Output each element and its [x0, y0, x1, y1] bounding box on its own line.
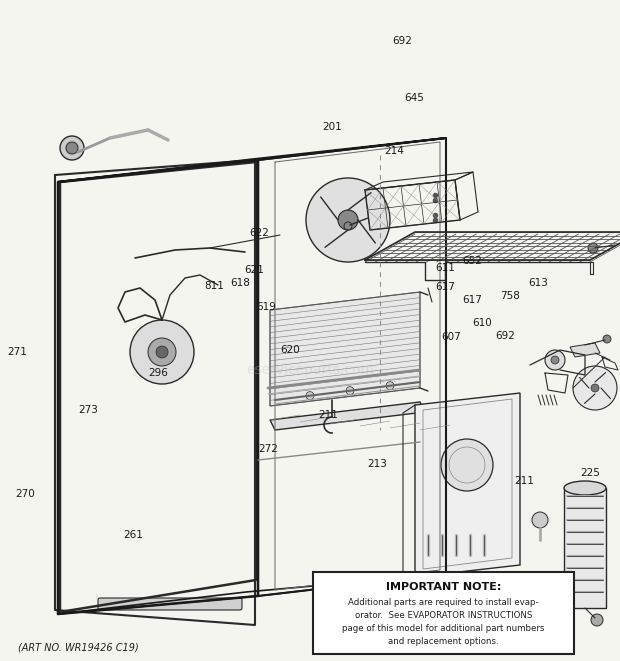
Text: 811: 811 — [204, 280, 224, 291]
Text: 201: 201 — [322, 122, 342, 132]
Text: (ART NO. WR19426 C19): (ART NO. WR19426 C19) — [18, 643, 139, 653]
Text: 272: 272 — [258, 444, 278, 455]
Circle shape — [344, 222, 352, 230]
Circle shape — [60, 136, 84, 160]
Bar — [313, 572, 574, 654]
Text: 621: 621 — [244, 264, 264, 275]
Text: 622: 622 — [249, 227, 269, 238]
Circle shape — [591, 384, 599, 392]
Text: 652: 652 — [463, 256, 482, 266]
Polygon shape — [270, 402, 425, 430]
Circle shape — [551, 356, 559, 364]
Text: 617: 617 — [435, 282, 455, 292]
Text: 619: 619 — [257, 301, 277, 312]
Text: 261: 261 — [123, 530, 143, 541]
Text: orator.  See EVAPORATOR INSTRUCTIONS: orator. See EVAPORATOR INSTRUCTIONS — [355, 611, 532, 620]
Text: IMPORTANT NOTE:: IMPORTANT NOTE: — [386, 582, 501, 592]
Text: 611: 611 — [435, 262, 455, 273]
Text: 296: 296 — [148, 368, 168, 378]
Text: 213: 213 — [367, 459, 387, 469]
Text: 610: 610 — [472, 317, 492, 328]
Circle shape — [532, 512, 548, 528]
Circle shape — [603, 335, 611, 343]
Text: Additional parts are required to install evap-: Additional parts are required to install… — [348, 598, 539, 607]
Polygon shape — [270, 292, 420, 406]
Circle shape — [545, 350, 565, 370]
Text: and replacement options.: and replacement options. — [388, 637, 498, 646]
Text: 211: 211 — [514, 476, 534, 486]
Text: 271: 271 — [7, 346, 27, 357]
Text: 692: 692 — [495, 330, 515, 341]
Circle shape — [306, 178, 390, 262]
Text: 692: 692 — [392, 36, 412, 46]
Text: 273: 273 — [78, 405, 98, 415]
Circle shape — [573, 366, 617, 410]
Bar — [564, 488, 606, 608]
Text: 270: 270 — [15, 489, 35, 500]
Circle shape — [148, 338, 176, 366]
Circle shape — [130, 320, 194, 384]
Circle shape — [346, 387, 354, 395]
Circle shape — [441, 439, 493, 491]
Ellipse shape — [564, 481, 606, 495]
Text: 617: 617 — [463, 295, 482, 305]
Circle shape — [306, 392, 314, 400]
Text: page of this model for additional part numbers: page of this model for additional part n… — [342, 624, 544, 633]
Text: 613: 613 — [528, 278, 548, 288]
Circle shape — [67, 143, 77, 153]
FancyBboxPatch shape — [98, 598, 242, 610]
Circle shape — [338, 210, 358, 230]
Text: 214: 214 — [384, 145, 404, 156]
Text: 225: 225 — [580, 467, 600, 478]
Circle shape — [156, 346, 168, 358]
Polygon shape — [570, 343, 600, 357]
Text: 620: 620 — [280, 345, 300, 356]
Polygon shape — [415, 393, 520, 577]
Text: 618: 618 — [231, 278, 250, 288]
Text: 758: 758 — [500, 291, 520, 301]
Circle shape — [386, 381, 394, 390]
Text: 645: 645 — [404, 93, 424, 103]
Circle shape — [591, 614, 603, 626]
Text: 211: 211 — [319, 410, 339, 420]
Circle shape — [588, 243, 598, 253]
Text: 607: 607 — [441, 332, 461, 342]
Text: eserviceparts.com: eserviceparts.com — [246, 363, 374, 377]
Circle shape — [66, 142, 78, 154]
